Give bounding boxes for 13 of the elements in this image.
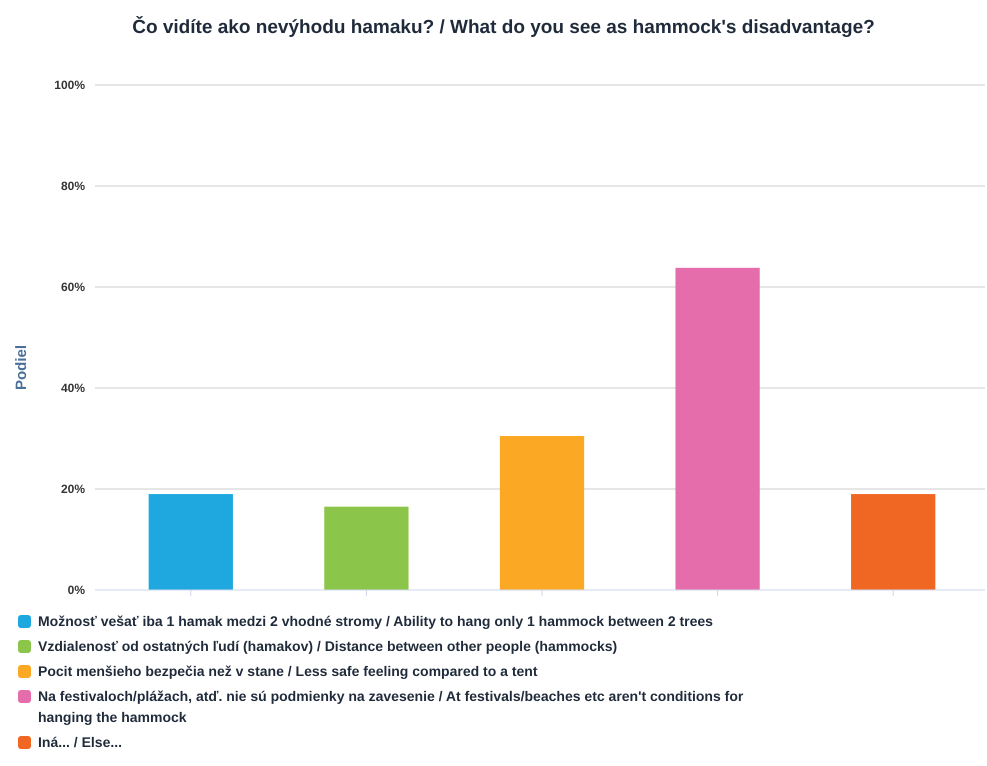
legend-label: Iná... / Else... [38, 734, 122, 750]
y-tick-label: 20% [60, 482, 86, 496]
y-tick-label: 40% [60, 381, 86, 395]
y-tick-label: 100% [54, 78, 86, 92]
legend-label: Vzdialenosť od ostatných ľudí (hamakov) / Distance between other people (hammocks) [38, 638, 618, 654]
chart-title: Čo vidíte ako nevýhodu hamaku? / What do you see as hammock's disadvantage? [132, 15, 875, 38]
legend-label: Možnosť vešať iba 1 hamak medzi 2 vhodné stromy / Ability to hang only 1 hammock between 2 trees [38, 613, 714, 629]
y-tick-label: 0% [68, 583, 86, 597]
y-tick-label: 60% [60, 280, 86, 294]
legend-label: Pocit menšieho bezpečia než v stane / Less safe feeling compared to a tent [38, 663, 538, 679]
y-axis-title: Podiel [13, 344, 30, 390]
legend-label: Na festivaloch/plážach, atď. nie sú podmienky na zavesenie / At festivals/beaches etc aren't conditions for hanging the hammock [38, 688, 744, 725]
y-tick-label: 80% [60, 179, 86, 193]
